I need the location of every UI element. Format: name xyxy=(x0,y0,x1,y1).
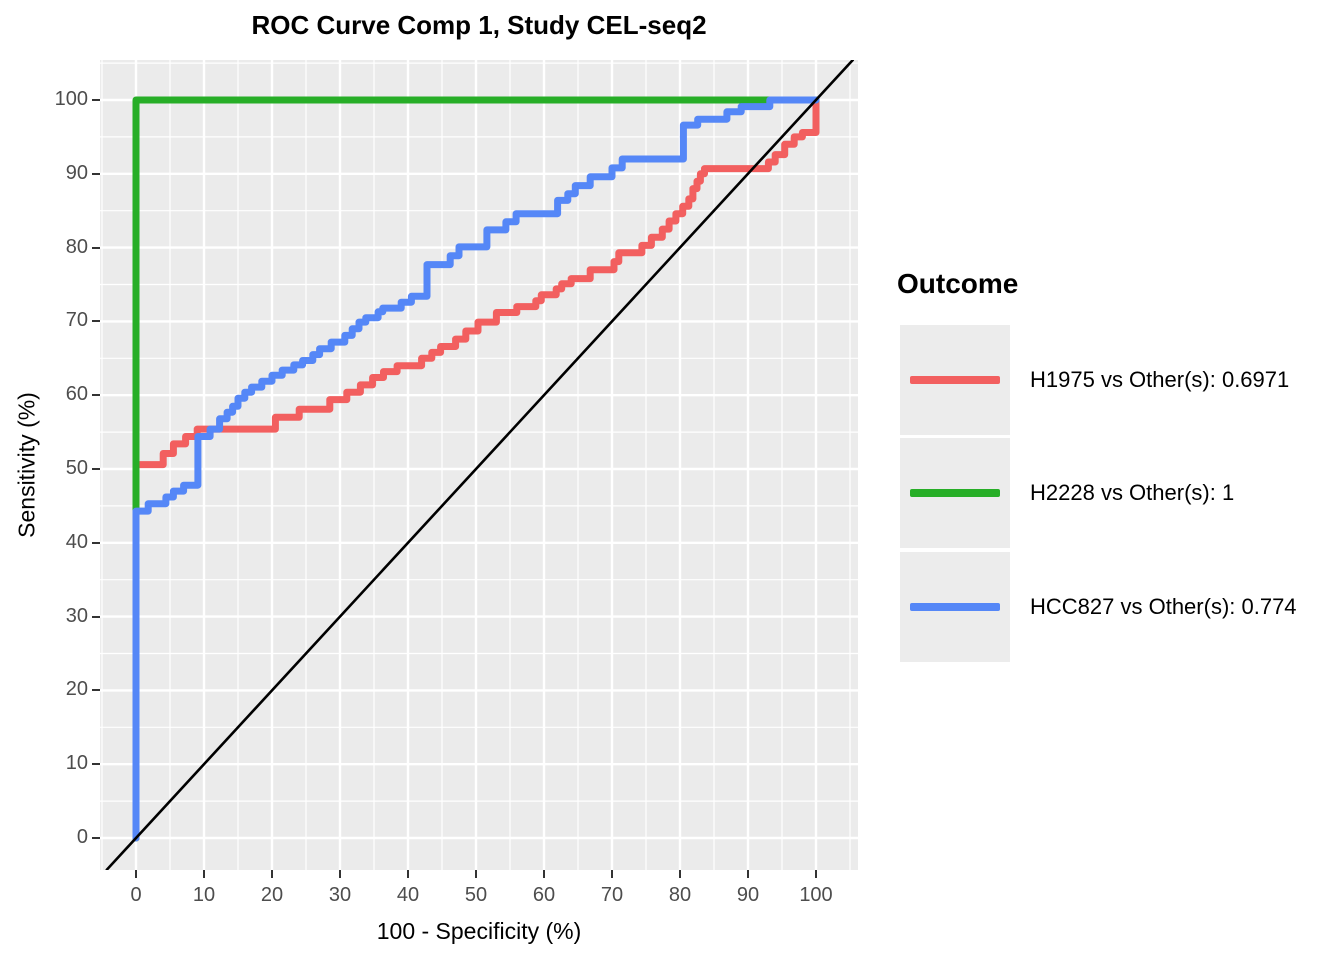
chance-diagonal xyxy=(105,60,854,870)
x-tick-mark xyxy=(679,870,681,878)
y-tick-mark xyxy=(92,468,100,470)
y-tick-mark xyxy=(92,615,100,618)
x-axis-title: 100 - Specificity (%) xyxy=(376,918,582,944)
y-tick-label: 90 xyxy=(65,161,88,184)
y-tick-label: 10 xyxy=(65,752,88,775)
plot-title: ROC Curve Comp 1, Study CEL-seq2 xyxy=(251,10,707,40)
x-tick-label: 20 xyxy=(260,884,284,906)
legend-swatch-line xyxy=(910,603,1000,611)
x-tick-label: 60 xyxy=(532,884,556,906)
roc-curve-h1975 xyxy=(132,96,820,842)
x-tick-label: 40 xyxy=(396,884,420,906)
x-tick-label: 90 xyxy=(736,884,760,906)
legend-key-hcc827 xyxy=(900,552,1010,662)
y-axis-title: Sensitivity (%) xyxy=(13,392,40,538)
y-tick-label: 70 xyxy=(65,309,88,332)
y-tick-mark xyxy=(92,172,100,175)
plot-panel xyxy=(100,60,858,870)
x-tick-mark xyxy=(271,870,273,878)
x-tick-label: 70 xyxy=(600,884,624,906)
legend-key-h1975 xyxy=(900,325,1010,435)
y-tick-label: 50 xyxy=(65,457,88,479)
y-tick-mark xyxy=(92,246,100,249)
y-tick-mark xyxy=(92,689,100,692)
y-tick-mark xyxy=(92,394,100,397)
legend-key-h2228 xyxy=(900,438,1010,548)
y-tick-label: 0 xyxy=(76,826,88,848)
x-tick-mark xyxy=(339,870,341,878)
x-tick-mark xyxy=(747,870,749,878)
x-tick-mark xyxy=(543,870,545,878)
x-tick-mark xyxy=(135,870,137,878)
x-tick-mark xyxy=(611,870,613,878)
x-tick-label: 100 xyxy=(799,884,833,906)
legend-swatch-line xyxy=(910,376,1000,384)
y-tick-mark xyxy=(92,541,100,544)
y-tick-label: 20 xyxy=(65,678,88,701)
x-tick-label: 80 xyxy=(668,884,692,906)
x-tick-mark xyxy=(475,870,477,878)
legend-swatch-line xyxy=(910,489,1000,497)
y-tick-mark xyxy=(92,320,100,323)
x-tick-mark xyxy=(407,870,409,878)
x-tick-label: 10 xyxy=(192,884,216,906)
roc-curve-hcc827 xyxy=(132,96,820,842)
x-tick-label: 30 xyxy=(328,884,352,906)
y-tick-label: 80 xyxy=(65,235,88,258)
x-tick-mark xyxy=(203,870,205,878)
y-tick-label: 30 xyxy=(65,604,88,627)
x-tick-label: 0 xyxy=(130,884,142,906)
y-tick-label: 100 xyxy=(54,88,88,110)
legend-label-h2228: H2228 vs Other(s): 1 xyxy=(1030,480,1235,505)
legend-label-h1975: H1975 vs Other(s): 0.6971 xyxy=(1030,367,1290,392)
y-tick-mark xyxy=(92,837,100,839)
y-tick-mark xyxy=(92,763,100,766)
y-tick-label: 60 xyxy=(65,383,88,406)
y-tick-label: 40 xyxy=(65,530,88,553)
y-tick-mark xyxy=(92,99,100,101)
x-tick-mark xyxy=(815,870,817,878)
x-tick-label: 50 xyxy=(464,884,488,906)
roc-curves-canvas xyxy=(100,60,858,870)
legend-title: Outcome xyxy=(897,268,1019,299)
legend-label-hcc827: HCC827 vs Other(s): 0.774 xyxy=(1030,594,1297,619)
